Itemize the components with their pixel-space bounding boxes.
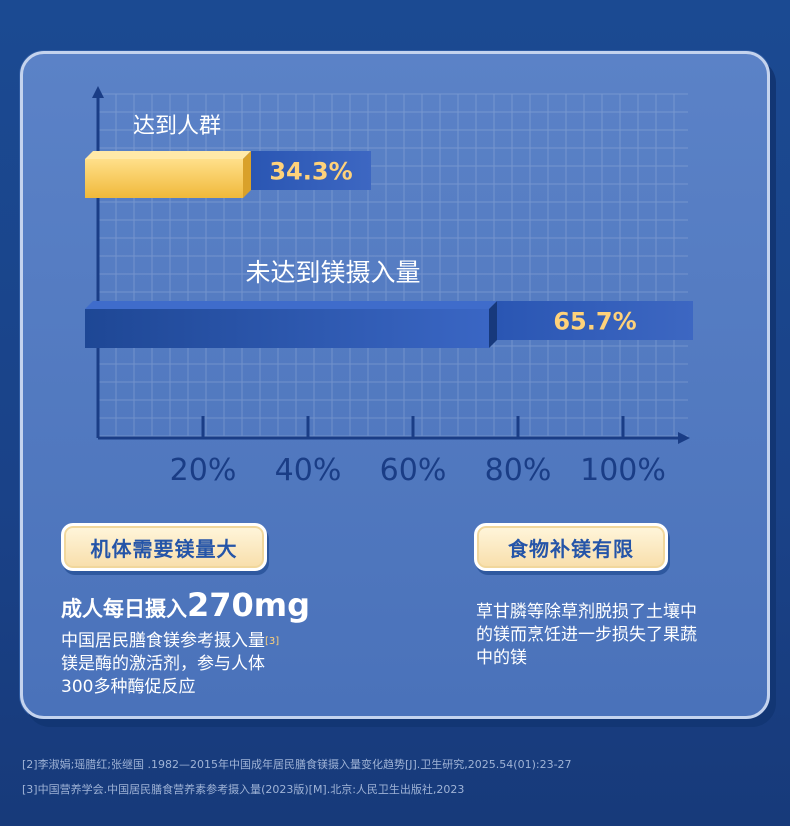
x-tick-label: 20% xyxy=(170,453,237,488)
x-tick-label: 80% xyxy=(485,453,552,488)
bar-side-face xyxy=(243,151,251,198)
ref-mark: [3] xyxy=(265,636,280,647)
bar xyxy=(85,309,489,348)
y-axis-arrow xyxy=(92,86,104,98)
info-card: 20% 40% 60% 80% 100% 达到人群 34.3% 未达到镁摄入量 65.7% 机体… xyxy=(20,51,770,719)
bar-top-face xyxy=(85,151,251,159)
headline-number: 270mg xyxy=(187,586,311,624)
bar-chart: 20% 40% 60% 80% 100% 达到人群 34.3% 未达到镁摄入量 65.7% xyxy=(85,86,693,488)
bar-value-label: 65.7% xyxy=(553,308,636,336)
bar-category-label: 达到人群 xyxy=(133,114,221,139)
pill-food-limited: 食物补镁有限 xyxy=(474,523,668,571)
right-body-line-2: 的镁而烹饪进一步损失了果蔬 xyxy=(476,625,697,645)
bar-value-label: 34.3% xyxy=(269,158,352,186)
reference-3: [3]中国营养学会.中国居民膳食营养素参考摄入量(2023版)[M].北京:人民… xyxy=(22,783,465,796)
bar-value-box xyxy=(497,301,693,340)
left-body: 中国居民膳食镁参考摄入量[3] 镁是酶的激活剂，参与人体 300多种酶促反应 xyxy=(61,630,279,699)
right-body-line-1: 草甘膦等除草剂脱损了土壤中 xyxy=(476,602,697,622)
headline-text: 成人每日摄入 xyxy=(61,597,187,621)
bar-value-box xyxy=(251,151,371,190)
x-axis-arrow xyxy=(678,432,690,444)
bar xyxy=(85,159,243,198)
ref-line: 中国居民膳食镁参考摄入量[3] xyxy=(61,631,280,651)
daily-intake-headline: 成人每日摄入270mg xyxy=(61,586,310,624)
pill-body-needs: 机体需要镁量大 xyxy=(61,523,267,571)
left-body-line-1: 镁是酶的激活剂，参与人体 xyxy=(61,654,265,674)
right-body: 草甘膦等除草剂脱损了土壤中 的镁而烹饪进一步损失了果蔬 中的镁 xyxy=(476,601,697,670)
bar-side-face xyxy=(489,301,497,348)
bar-category-label: 未达到镁摄入量 xyxy=(245,258,420,287)
right-body-line-3: 中的镁 xyxy=(476,648,527,668)
left-body-line-2: 300多种酶促反应 xyxy=(61,677,196,697)
x-tick-label: 100% xyxy=(580,453,666,488)
reference-2: [2]李淑娟;瑶腊红;张继国 .1982—2015年中国成年居民膳食镁摄入量变化… xyxy=(22,758,572,771)
bar-top-face xyxy=(85,301,497,309)
x-tick-label: 40% xyxy=(275,453,342,488)
x-tick-label: 60% xyxy=(380,453,447,488)
